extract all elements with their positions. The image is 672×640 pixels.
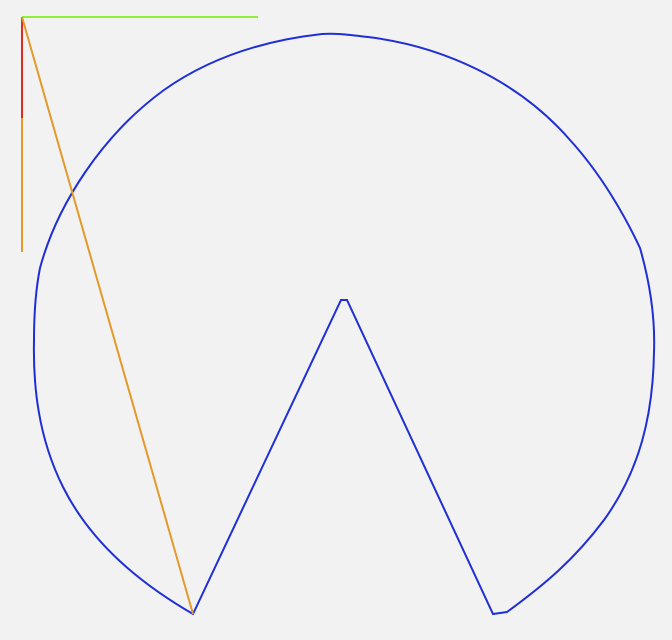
blue-shape-outline bbox=[32, 32, 656, 616]
diagonal-guide-line bbox=[21, 16, 194, 615]
